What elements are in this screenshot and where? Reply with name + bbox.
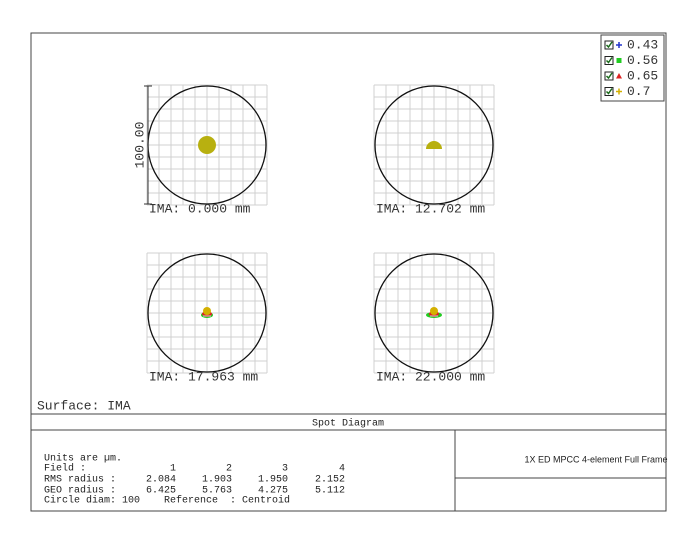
units: Units are µm.: [44, 453, 122, 465]
legend-marker: [616, 58, 622, 63]
legend-check: [605, 41, 613, 49]
spot: [426, 141, 442, 149]
spot-plot: [373, 252, 495, 374]
legend-marker: [616, 88, 622, 95]
spot: [203, 307, 211, 315]
spot-plot: [146, 84, 268, 206]
info-value: 4.275: [258, 486, 288, 497]
scale-bar: 100.00: [132, 85, 152, 205]
info-value: 1: [170, 464, 176, 475]
info-value: 2: [226, 464, 232, 475]
info-value: 2.152: [315, 475, 345, 486]
legend-label: 0.7: [627, 84, 650, 99]
info-value: 1.950: [258, 475, 288, 486]
info-value: 5.763: [202, 486, 232, 497]
info-value: 6.425: [146, 486, 176, 497]
legend-check: [605, 72, 613, 80]
legend-label: 0.65: [627, 68, 658, 83]
scale-label: 100.00: [132, 122, 147, 169]
legend-check: [605, 57, 613, 64]
spot: [430, 307, 438, 315]
field-label: IMA: 22.000 mm: [376, 369, 485, 384]
info-value: 1.903: [202, 475, 232, 486]
info-row-label: Field :: [44, 463, 86, 475]
info-row-label: RMS radius :: [44, 474, 116, 486]
field-label: IMA: 12.702 mm: [376, 201, 485, 216]
info-footer: Circle diam: 100 Reference : Centroid: [44, 495, 290, 507]
spot-plot: [146, 252, 268, 374]
title: Spot Diagram: [312, 418, 384, 430]
spot: [198, 136, 216, 154]
info-value: 2.084: [146, 475, 176, 486]
legend-marker: [616, 42, 622, 48]
frame: [30, 32, 667, 512]
legend-check: [605, 88, 613, 95]
surface-label: Surface: IMA: [37, 398, 131, 413]
airy-circle: [147, 253, 267, 373]
info-value: 5.112: [315, 486, 345, 497]
description: 1X ED MPCC 4-element Full Frame: [524, 454, 667, 464]
field-label: IMA: 17.963 mm: [149, 369, 258, 384]
legend-label: 0.56: [627, 53, 658, 68]
info-value: 3: [282, 464, 288, 475]
legend-marker: [616, 73, 622, 79]
spot-plot: [373, 84, 495, 206]
info-value: 4: [339, 464, 345, 475]
info-row-label: GEO radius :: [44, 485, 116, 497]
legend-label: 0.43: [627, 37, 658, 52]
field-label: IMA: 0.000 mm: [149, 201, 251, 216]
airy-circle: [374, 253, 494, 373]
airy-circle: [374, 85, 494, 205]
